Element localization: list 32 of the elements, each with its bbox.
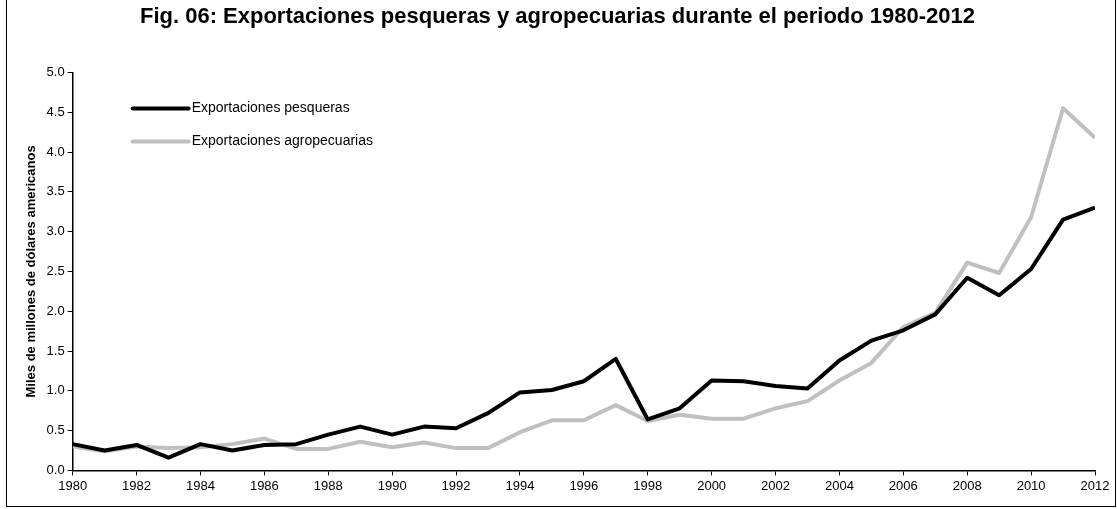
x-tick-label: 1998 [633,477,663,493]
x-tick-label: 1990 [377,477,407,493]
y-tick-label: 4.0 [46,143,65,159]
x-tick-label: 2000 [697,477,727,493]
y-tick-label: 3.5 [46,183,65,199]
x-tick-label: 1980 [58,477,88,493]
y-tick-label: 5.0 [46,63,65,79]
y-tick-label: 2.0 [46,302,65,318]
x-tick-label: 2010 [1016,477,1046,493]
x-tick-label: 1992 [441,477,471,493]
x-tick-label: 1994 [505,477,535,493]
chart-title: Fig. 06: Exportaciones pesqueras y agropecuarias durante el periodo 1980-2012 [139,3,976,29]
x-tick-label: 1986 [249,477,279,493]
y-tick-label: 1.5 [46,342,65,358]
y-tick-label: 3.0 [46,223,65,239]
x-tick-label: 2008 [952,477,982,493]
x-tick-label: 2002 [761,477,790,493]
legend-label: Exportaciones pesqueras [191,99,350,116]
x-tick-label: 2004 [824,477,854,493]
x-tick-label: 1984 [186,477,215,493]
x-tick-label: 1988 [313,477,343,493]
y-tick-label: 0.0 [46,461,65,477]
x-tick-label: 1982 [122,477,152,493]
x-tick-label: 1996 [569,477,599,493]
y-tick-label: 2.5 [46,262,65,278]
x-tick-label: 2012 [1080,477,1110,493]
y-tick-label: 0.5 [46,422,65,438]
y-tick-label: 1.0 [46,382,65,398]
y-tick-label: 4.5 [46,103,65,119]
x-tick-label: 2006 [888,477,918,493]
legend-label: Exportaciones agropecuarias [191,132,374,149]
y-axis-title: Miles de millones de dólares americanos [23,145,39,398]
